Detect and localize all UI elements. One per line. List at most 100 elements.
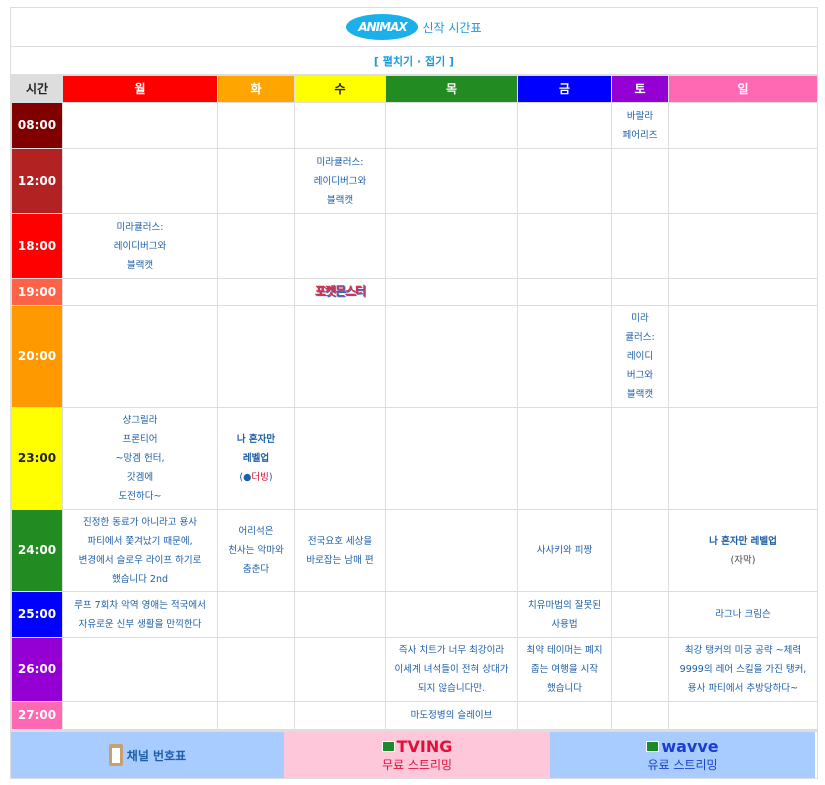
program-cell[interactable]: 최강 탱커의 미궁 공략 ~체력 9999의 레어 스킬을 가진 탱커, 용사 …	[668, 637, 818, 702]
empty-cell	[611, 701, 669, 730]
empty-cell	[294, 305, 386, 408]
schedule-table: 시간 월 화 수 목 금 토 일 08:00 바랄라 페어리즈 12:00 미라큘러스: 레이디버그…	[11, 75, 818, 730]
empty-cell	[62, 148, 218, 214]
empty-cell	[517, 701, 612, 730]
program-cell[interactable]: 나 혼자만 레벨업 (자막)	[668, 509, 818, 592]
empty-cell	[517, 148, 612, 214]
time-slot-row: 26:00 즉사 치트가 너무 최강이라 이세계 녀석들이 전혀 상대가 되지 않…	[11, 637, 818, 702]
day-header: 수	[294, 75, 386, 103]
empty-cell	[517, 407, 612, 510]
empty-cell	[611, 148, 669, 214]
empty-cell	[668, 305, 818, 408]
empty-cell	[385, 407, 518, 510]
empty-cell	[294, 637, 386, 702]
empty-cell	[668, 148, 818, 214]
time-slot-row: 08:00 바랄라 페어리즈	[11, 102, 818, 149]
program-cell[interactable]: 라그나 크림슨	[668, 591, 818, 638]
wavve-brand: wavve	[661, 737, 719, 756]
empty-cell	[62, 701, 218, 730]
empty-cell	[385, 102, 518, 149]
empty-cell	[294, 701, 386, 730]
time-cell: 24:00	[11, 509, 63, 592]
program-cell[interactable]: 나 혼자만 레벨업 (●더빙)	[217, 407, 295, 510]
expand-collapse-toggle[interactable]: [ 펼치기 · 접기 ]	[11, 47, 817, 75]
program-cell[interactable]: 마도정병의 슬레이브	[385, 701, 518, 730]
time-slot-row: 20:00 미라 큘러스: 레이디 버그와 블랙캣	[11, 305, 818, 408]
time-slot-row: 12:00 미라큘러스: 레이디버그와 블랙캣	[11, 148, 818, 214]
time-cell: 20:00	[11, 305, 63, 408]
empty-cell	[668, 213, 818, 279]
channel-number-label: 채널 번호표	[126, 748, 187, 763]
time-cell: 26:00	[11, 637, 63, 702]
animax-logo: ANIMAX	[346, 14, 419, 40]
empty-cell	[294, 407, 386, 510]
subtitle-badge: (자막)	[730, 554, 756, 566]
program-cell[interactable]: 샹그릴라 프론티어 ~망겜 헌터, 갓겜에 도전하다~	[62, 407, 218, 510]
empty-cell	[668, 407, 818, 510]
wavve-link[interactable]: wavve 유료 스트리밍	[550, 732, 815, 778]
time-slot-row: 19:00 포켓몬스터	[11, 278, 818, 306]
channel-number-link[interactable]: 채널 번호표	[11, 732, 284, 778]
program-cell[interactable]: 미라큘러스: 레이디버그와 블랙캣	[62, 213, 218, 279]
empty-cell	[217, 148, 295, 214]
program-cell[interactable]: 사사키와 피짱	[517, 509, 612, 592]
korea-flag-icon: ●	[243, 472, 252, 483]
empty-cell	[217, 278, 295, 306]
time-cell: 12:00	[11, 148, 63, 214]
tving-brand: TVING	[396, 737, 453, 756]
time-cell: 18:00	[11, 213, 63, 279]
wavve-label: 유료 스트리밍	[647, 758, 718, 772]
title-text: 신작 시간표	[422, 20, 482, 35]
empty-cell	[62, 278, 218, 306]
empty-cell	[611, 509, 669, 592]
dub-badge: (●더빙)	[239, 472, 273, 483]
time-cell: 08:00	[11, 102, 63, 149]
tving-label: 무료 스트리밍	[381, 758, 453, 772]
empty-cell	[62, 305, 218, 408]
program-cell[interactable]: 치유마법의 잘못된 사용법	[517, 591, 612, 638]
program-cell[interactable]: 전국요호 세상을 바로잡는 남매 편	[294, 509, 386, 592]
pokemon-logo: 포켓몬스터	[314, 284, 366, 298]
empty-cell	[62, 102, 218, 149]
empty-cell	[294, 213, 386, 279]
empty-cell	[217, 637, 295, 702]
program-cell[interactable]: 미라 큘러스: 레이디 버그와 블랙캣	[611, 305, 669, 408]
empty-cell	[217, 213, 295, 279]
program-cell[interactable]: 바랄라 페어리즈	[611, 102, 669, 149]
time-cell: 25:00	[11, 591, 63, 638]
wavve-logo: wavve	[646, 737, 719, 756]
empty-cell	[217, 305, 295, 408]
empty-cell	[611, 213, 669, 279]
program-cell[interactable]: 미라큘러스: 레이디버그와 블랙캣	[294, 148, 386, 214]
clipboard-icon	[108, 744, 123, 766]
empty-cell	[217, 591, 295, 638]
empty-cell	[217, 701, 295, 730]
schedule-widget: ANIMAX 신작 시간표 [ 펼치기 · 접기 ] 시간 월 화 수 목 금 토 일 08:…	[10, 7, 818, 779]
program-cell[interactable]: 즉사 치트가 너무 최강이라 이세계 녀석들이 전혀 상대가 되지 않습니다만.	[385, 637, 518, 702]
program-title: 나 혼자만 레벨업	[236, 434, 276, 464]
empty-cell	[611, 591, 669, 638]
day-header: 토	[611, 75, 669, 103]
empty-cell	[385, 278, 518, 306]
empty-cell	[611, 278, 669, 306]
time-slot-row: 25:00 루프 7회차 악역 영애는 적국에서 자유로운 신부 생활을 만끽한다…	[11, 591, 818, 638]
empty-cell	[385, 148, 518, 214]
day-header: 목	[385, 75, 518, 103]
time-slot-row: 24:00 진정한 동료가 아니라고 용사 파티에서 쫓겨났기 때문에, 변경에서…	[11, 509, 818, 592]
empty-cell	[62, 637, 218, 702]
schedule-title: ANIMAX 신작 시간표	[11, 8, 817, 47]
program-cell[interactable]: 어리석은 천사는 악마와 춤춘다	[217, 509, 295, 592]
empty-cell	[668, 278, 818, 306]
time-cell: 23:00	[11, 407, 63, 510]
program-cell[interactable]: 루프 7회차 악역 영애는 적국에서 자유로운 신부 생활을 만끽한다	[62, 591, 218, 638]
empty-cell	[611, 407, 669, 510]
time-cell: 19:00	[11, 278, 63, 306]
program-cell[interactable]: 포켓몬스터	[294, 278, 386, 306]
program-cell[interactable]: 최약 테이머는 폐지 줍는 여행을 시작 했습니다	[517, 637, 612, 702]
day-header: 일	[668, 75, 818, 103]
empty-cell	[668, 102, 818, 149]
program-cell[interactable]: 진정한 동료가 아니라고 용사 파티에서 쫓겨났기 때문에, 변경에서 슬로우 …	[62, 509, 218, 592]
day-header: 화	[217, 75, 295, 103]
day-header-row: 시간 월 화 수 목 금 토 일	[11, 75, 818, 103]
tving-link[interactable]: TVING 무료 스트리밍	[284, 732, 550, 778]
